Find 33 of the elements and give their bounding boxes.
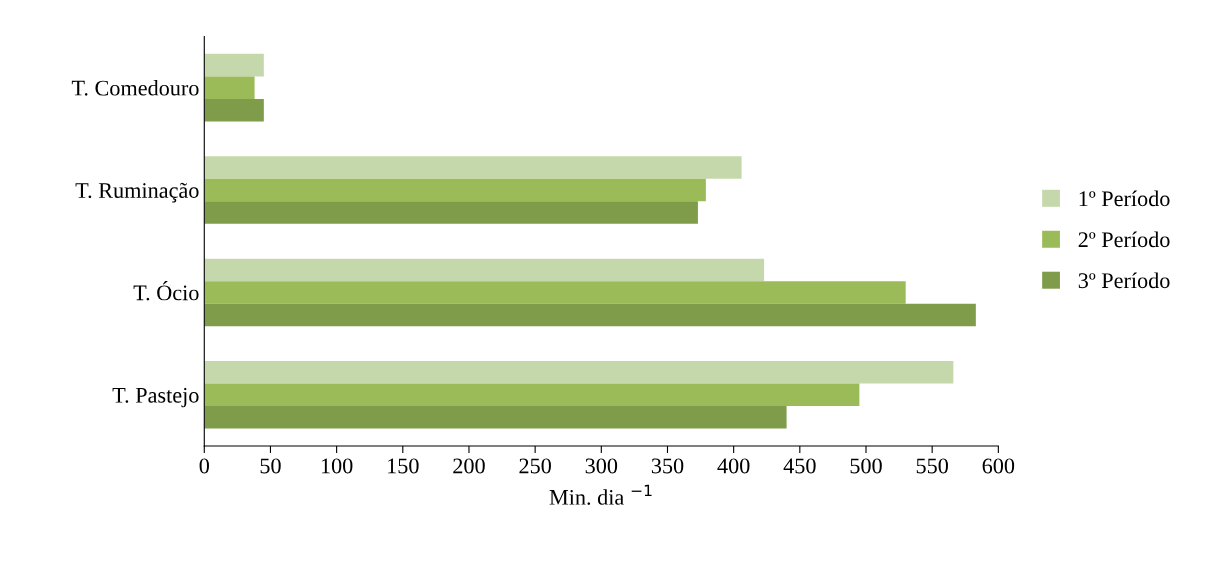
legend-label: 2º Período [1078,231,1170,248]
x-tick-label: 200 [453,458,485,474]
y-tick-label: T. Ruminação [75,182,199,203]
y-tick-label: T. Pastejo [112,387,199,408]
y-tick-label: T. Comedouro [71,79,199,96]
x-tick-label: 400 [717,458,750,474]
x-tick-label: 550 [916,458,948,474]
x-tick-label: 0 [199,458,209,474]
bar [204,361,954,384]
bar [204,156,742,179]
x-tick-label: 100 [321,458,353,474]
legend-label: 1º Período [1079,190,1170,207]
bar [204,53,264,77]
x-tick-label: 300 [585,458,618,474]
x-tick-label: 50 [260,458,281,474]
x-tick-label: 450 [783,458,816,474]
bar [204,383,860,407]
bar [204,281,906,304]
y-tick-label: T. Ócio [133,281,199,301]
x-axis-title: Min. dia $^{−1}$ [549,484,652,505]
bar [204,76,255,99]
bar [204,201,698,224]
x-tick-label: 250 [519,458,551,474]
x-tick-label: 500 [850,458,882,474]
bar [204,406,787,429]
bar [204,98,264,122]
x-tick-label: 350 [651,458,684,474]
legend-label: 3º Período [1078,272,1170,289]
bar [204,178,706,202]
x-tick-label: 600 [982,458,1015,474]
bar [204,258,765,282]
x-tick-label: 150 [388,458,419,474]
bar [204,303,976,327]
